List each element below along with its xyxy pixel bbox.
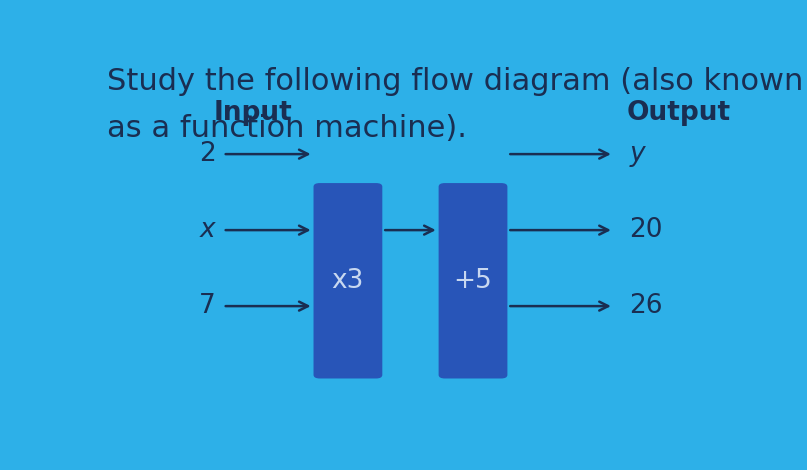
Text: y: y	[629, 141, 645, 167]
Text: Input: Input	[213, 100, 292, 126]
FancyBboxPatch shape	[314, 183, 383, 378]
FancyBboxPatch shape	[439, 183, 508, 378]
Text: x: x	[199, 217, 215, 243]
Text: Study the following flow diagram (also known: Study the following flow diagram (also k…	[107, 67, 804, 96]
Text: 26: 26	[629, 293, 663, 319]
Text: Output: Output	[626, 100, 730, 126]
Text: as a function machine).: as a function machine).	[107, 114, 467, 143]
Text: 7: 7	[199, 293, 215, 319]
Text: +5: +5	[454, 268, 492, 294]
Text: 2: 2	[199, 141, 215, 167]
Text: x3: x3	[332, 268, 364, 294]
Text: 20: 20	[629, 217, 663, 243]
